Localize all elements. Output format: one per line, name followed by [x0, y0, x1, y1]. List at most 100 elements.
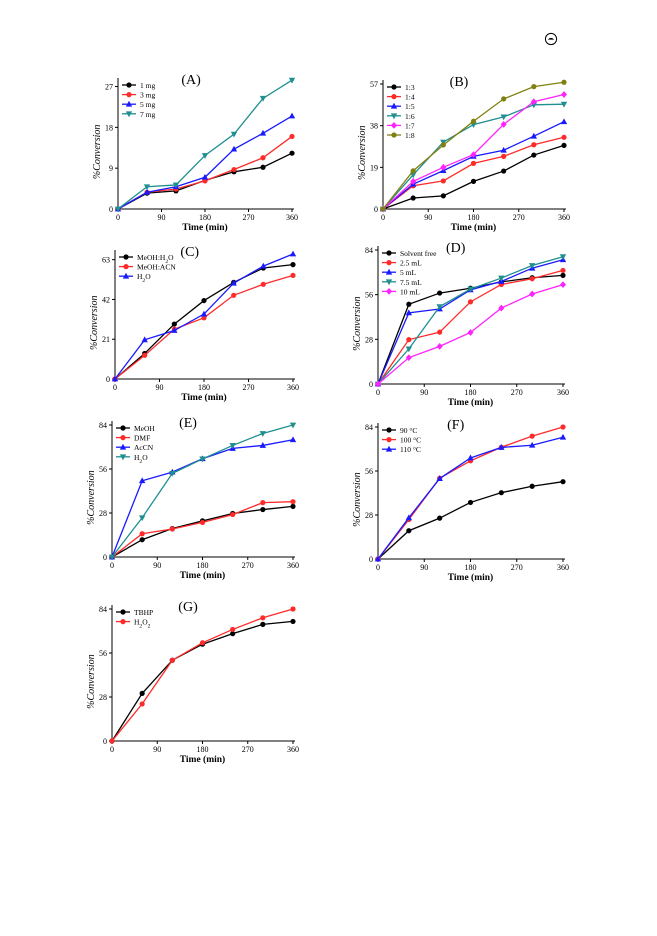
- data-point: [561, 79, 567, 85]
- data-point: [560, 267, 566, 274]
- legend-marker: [120, 619, 126, 625]
- data-point: [260, 155, 266, 161]
- x-axis-label: Time (min): [448, 397, 493, 408]
- x-tick-label: 90: [153, 561, 161, 570]
- legend-label: H2O: [134, 453, 148, 465]
- legend-label: 10 mL: [400, 287, 420, 296]
- y-tick-label: 57: [370, 80, 378, 89]
- legend-label: 100 °C: [400, 436, 421, 445]
- data-point: [436, 342, 443, 350]
- chart-panel-d: 0 90 180 270 360 0 28 56 84 Time (min) %Conversion…: [352, 241, 569, 408]
- data-point: [288, 77, 296, 84]
- chart-panel-b: 0 90 180 270 360 0 19 38 57 Time (min) %Conversion…: [357, 75, 570, 233]
- data-point: [528, 263, 536, 269]
- x-tick-label: 180: [465, 388, 477, 397]
- data-point: [559, 254, 567, 261]
- data-point: [380, 206, 386, 212]
- legend-label: MeOH:H2O: [137, 253, 174, 265]
- data-point: [528, 441, 536, 448]
- data-point: [139, 701, 145, 707]
- x-tick-label: 180: [198, 383, 210, 392]
- data-point: [201, 297, 207, 304]
- legend-marker: [385, 445, 393, 452]
- y-axis-label: %Conversion: [89, 296, 100, 350]
- data-point: [467, 454, 474, 461]
- x-axis-label: Time (min): [182, 222, 227, 233]
- data-point: [529, 483, 535, 489]
- data-point: [290, 272, 296, 279]
- data-point: [260, 500, 266, 506]
- open-access-icon: [544, 32, 558, 46]
- y-tick-label: 84: [99, 605, 107, 614]
- data-point: [260, 506, 266, 513]
- y-tick-label: 42: [102, 295, 110, 304]
- data-point: [230, 631, 236, 637]
- data-point: [108, 554, 116, 561]
- data-point: [440, 163, 447, 171]
- data-point: [259, 431, 267, 437]
- legend-label: Solvent free: [400, 249, 437, 258]
- y-axis-label: %Conversion: [357, 126, 368, 180]
- data-point: [405, 514, 413, 521]
- data-point: [531, 84, 537, 90]
- legend-marker: [119, 443, 127, 450]
- legend-marker: [125, 100, 133, 107]
- chart-panel-a: 0 90 180 270 360 0 9 18 27 Time (min) %Conversion (…: [92, 73, 298, 233]
- x-axis-label: Time (min): [181, 392, 226, 403]
- data-point: [139, 690, 145, 696]
- data-point: [138, 477, 146, 484]
- x-tick-label: 180: [468, 213, 480, 222]
- data-point: [288, 112, 296, 119]
- data-point: [260, 621, 266, 628]
- data-point: [289, 250, 297, 257]
- data-point: [406, 301, 412, 307]
- y-tick-label: 56: [99, 649, 107, 658]
- data-point: [436, 304, 443, 311]
- legend-marker: [386, 250, 392, 256]
- data-point: [289, 150, 295, 156]
- data-point: [230, 279, 237, 286]
- data-point: [231, 166, 237, 173]
- legend-label: 90 °C: [400, 426, 417, 435]
- x-tick-label: 90: [420, 388, 428, 397]
- y-tick-label: 28: [365, 335, 373, 344]
- data-point: [501, 96, 507, 102]
- data-point: [498, 490, 504, 496]
- data-point: [560, 424, 566, 430]
- y-axis-label: %Conversion: [352, 472, 363, 526]
- legend-marker: [391, 84, 397, 90]
- x-tick-label: 0: [113, 383, 117, 392]
- data-point: [501, 168, 507, 174]
- x-tick-label: 90: [158, 213, 166, 222]
- data-point: [199, 640, 206, 646]
- data-point: [260, 262, 267, 269]
- x-tick-label: 0: [376, 563, 380, 572]
- legend-marker: [122, 272, 130, 279]
- data-point: [560, 101, 568, 108]
- legend-marker: [386, 288, 392, 295]
- legend-label: TBHP: [134, 608, 153, 617]
- y-tick-label: 56: [365, 291, 373, 300]
- series-line: [111, 501, 294, 558]
- x-tick-label: 270: [513, 213, 525, 222]
- data-point: [111, 375, 119, 382]
- data-point: [142, 352, 148, 358]
- legend-label: 2.5 mL: [400, 259, 422, 268]
- data-point: [201, 173, 209, 180]
- legend-label: 110 °C: [400, 445, 421, 454]
- legend-marker: [386, 437, 392, 443]
- data-point: [500, 120, 507, 128]
- series-line: [111, 620, 294, 742]
- data-point: [201, 315, 207, 321]
- panel-title: (G): [178, 600, 198, 615]
- legend-marker: [390, 102, 398, 109]
- data-point: [290, 499, 296, 505]
- x-tick-label: 360: [286, 213, 298, 222]
- legend-label: MeOH:ACN: [137, 263, 176, 272]
- y-tick-label: 56: [365, 467, 373, 476]
- data-point: [260, 281, 266, 287]
- data-point: [171, 327, 178, 333]
- x-tick-label: 360: [287, 383, 299, 392]
- x-tick-label: 0: [110, 745, 114, 754]
- data-point: [201, 153, 209, 159]
